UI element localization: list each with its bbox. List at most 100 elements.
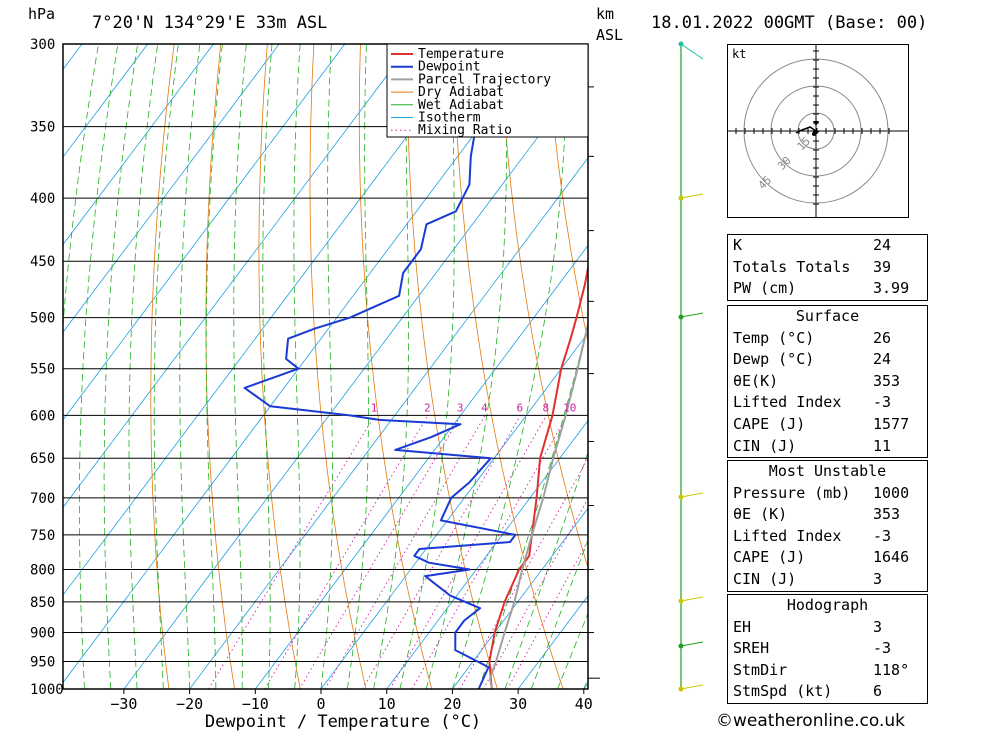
wet-adiabat-line (153, 44, 179, 689)
wet-adiabat-line (128, 44, 159, 689)
km-unit-label: km (596, 5, 615, 23)
dry-adiabat-line (499, 44, 588, 570)
row-value: 353 (873, 505, 901, 524)
table-title: Hodograph (786, 596, 869, 614)
row-value: 3 (873, 617, 883, 636)
hodograph-ring-label: 30 (775, 154, 794, 173)
wind-barb (680, 193, 704, 199)
row-value: 1646 (873, 548, 910, 567)
pressure-tick-label: 700 (30, 491, 55, 507)
most-unstable-table: Most Unstable Pressure (mb) 1000 θE (K) 353 L… (727, 460, 928, 592)
row-label: EH (733, 617, 752, 636)
wind-barb (680, 596, 704, 602)
table-row: θE (K) 353 (728, 504, 927, 526)
table-row: Totals Totals 39 (728, 257, 927, 279)
row-value: -3 (873, 639, 892, 658)
temperature-tick-label: 10 (378, 695, 396, 713)
isotherm-line (254, 244, 588, 689)
isotherm-line (320, 332, 588, 689)
isotherm-line (583, 682, 588, 689)
mixing-ratio-label: 2 (424, 401, 431, 414)
mixing-ratio-label: 4 (481, 401, 488, 414)
hodograph-ring (770, 85, 862, 177)
legend-entry: Mixing Ratio (418, 123, 512, 138)
isotherm-line (63, 44, 149, 158)
wet-adiabat-line (452, 44, 568, 689)
wind-barb (680, 492, 704, 498)
row-label: Lifted Index (733, 393, 842, 412)
asl-label: ASL (596, 26, 624, 44)
plot-area (0, 44, 600, 689)
series-temperature (488, 262, 588, 689)
legend-box (386, 43, 589, 138)
row-label: Dewp (°C) (733, 350, 815, 369)
row-label: θE (K) (733, 505, 788, 524)
row-value: -3 (873, 393, 892, 412)
wet-adiabat-line (179, 44, 201, 689)
temperature-tick-label: −20 (176, 695, 203, 713)
pressure-tick-label: 1000 (30, 682, 64, 698)
wind-barb (680, 43, 704, 60)
isotherm-line (189, 157, 588, 689)
table-row: CIN (J) 3 (728, 569, 927, 591)
isotherm-line (63, 44, 346, 421)
row-value: 26 (873, 328, 892, 347)
table-row: Lifted Index -3 (728, 392, 927, 414)
temperature-tick-label: 20 (443, 695, 461, 713)
hodograph-trace (795, 126, 817, 134)
row-label: StmSpd (kt) (733, 682, 833, 701)
x-axis-label: Dewpoint / Temperature (°C) (205, 712, 481, 732)
isotherm-line (63, 44, 477, 596)
wet-adiabat-line (205, 44, 223, 689)
pressure-tick-label: 650 (30, 451, 55, 467)
row-label: StmDir (733, 660, 788, 679)
table-row: Lifted Index -3 (728, 526, 927, 548)
wet-adiabat-line (425, 44, 508, 689)
wet-adiabat-line (79, 44, 119, 689)
table-row: CAPE (J) 1646 (728, 547, 927, 569)
hodograph-table: Hodograph EH 3 SREH -3 StmDir 118° StmSpd (kt) 6 (727, 594, 928, 704)
row-label: Temp (°C) (733, 328, 815, 347)
legend-entry: Temperature (418, 47, 504, 62)
legend-entry: Parcel Trajectory (418, 72, 551, 87)
credit-text[interactable]: ©weatheronline.co.uk (716, 711, 906, 731)
wet-adiabat-line (320, 44, 333, 689)
dry-adiabat-line (406, 44, 498, 689)
row-label: CIN (J) (733, 436, 797, 455)
temperature-tick-label: 0 (316, 695, 325, 713)
table-row: PW (cm) 3.99 (728, 278, 927, 300)
wind-barb (680, 684, 704, 690)
row-label: Pressure (mb) (733, 483, 851, 502)
row-label: θE(K) (733, 371, 779, 390)
temperature-tick-label: −10 (242, 695, 269, 713)
row-value: 118° (873, 660, 910, 679)
row-value: 3 (873, 569, 883, 588)
row-label: PW (cm) (733, 279, 797, 298)
pressure-tick-label: 300 (30, 37, 55, 53)
series-dewpoint (243, 44, 530, 689)
isotherm-line (63, 44, 411, 509)
dry-adiabat-line (593, 44, 600, 689)
isotherm-line (123, 69, 588, 689)
plot-frame (62, 43, 589, 690)
table-row: CIN (J) 11 (728, 436, 927, 458)
legend-entry: Dewpoint (418, 60, 481, 75)
mixing-ratio-label: 8 (542, 401, 549, 414)
legend-entry: Dry Adiabat (418, 85, 504, 100)
wind-barb (680, 312, 704, 318)
table-row: StmSpd (kt) 6 (728, 681, 927, 703)
legend-entry: Wet Adiabat (418, 98, 504, 113)
isotherm-line (63, 44, 280, 333)
hodograph-unit-label: kt (732, 47, 747, 61)
row-value: 11 (873, 436, 892, 455)
table-row: Dewp (°C) 24 (728, 349, 927, 371)
row-value: 24 (873, 350, 892, 369)
mixing-ratio-label: 10 (563, 401, 576, 414)
wet-adiabat-line (557, 612, 588, 689)
isotherm-line (0, 44, 16, 689)
wet-adiabat-line (346, 44, 369, 689)
row-label: Totals Totals (733, 257, 851, 276)
wet-adiabat-line (530, 538, 588, 689)
